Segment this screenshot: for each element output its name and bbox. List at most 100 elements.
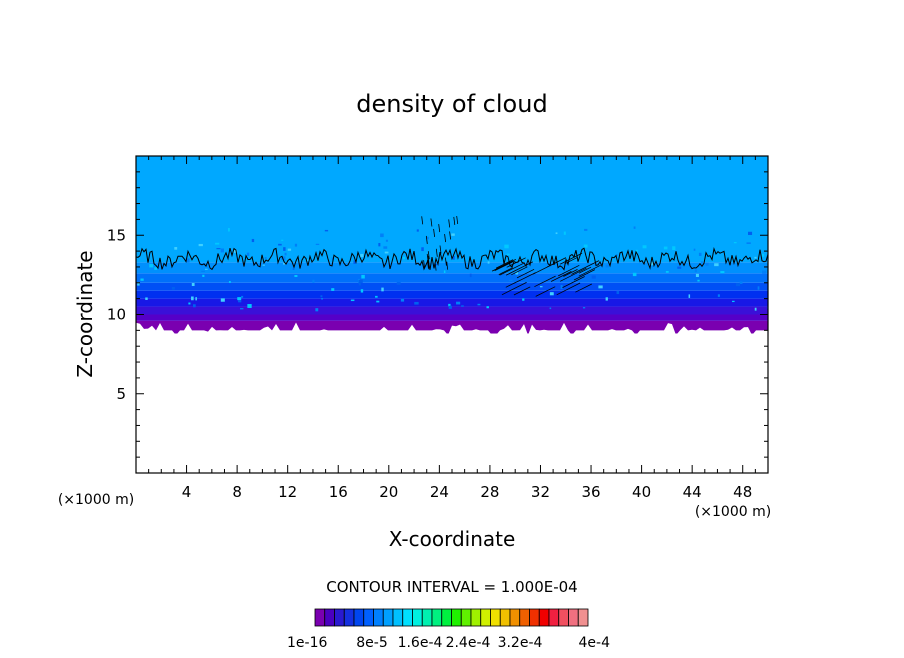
speckle (145, 297, 148, 300)
speckle (287, 248, 292, 251)
speckle (192, 304, 196, 308)
speckle (202, 274, 205, 277)
speckle (383, 246, 388, 249)
speckle (204, 268, 208, 270)
speckle (378, 242, 381, 247)
speckle (451, 233, 455, 236)
speckle (353, 260, 356, 264)
speckle (443, 270, 446, 274)
speckle (220, 298, 225, 302)
speckle (281, 239, 284, 241)
speckle (582, 307, 586, 309)
speckle (324, 229, 329, 232)
speckle (191, 296, 194, 301)
colorbar-cell (548, 608, 560, 627)
speckle (448, 303, 451, 307)
colorbar-cell (470, 608, 482, 627)
speckle (615, 254, 618, 257)
colorbar-cell (314, 608, 326, 627)
colorbar-cell (558, 608, 569, 627)
speckle (385, 239, 388, 242)
colorbar-cell (382, 608, 394, 627)
speckle (633, 226, 636, 229)
colorbar-label: 1.6e-4 (398, 635, 443, 651)
speckle (452, 256, 455, 260)
x-tick-label: 36 (581, 483, 600, 501)
colorbar-cell (538, 608, 550, 627)
speckle (191, 283, 195, 287)
contour-band-6 (136, 273, 768, 283)
x-tick-label: 16 (329, 483, 348, 501)
speckle (292, 268, 295, 270)
y-axis-ticks: 5 10 15 (107, 171, 768, 458)
speckle (632, 272, 637, 277)
speckle (262, 264, 265, 266)
x-tick-label: 40 (632, 483, 651, 501)
speckle (315, 308, 319, 312)
speckle (185, 258, 190, 263)
speckle (174, 247, 178, 250)
speckle (195, 297, 197, 301)
speckle (427, 236, 429, 240)
speckle (220, 248, 224, 253)
speckle (228, 281, 231, 284)
colorbar-cell (363, 608, 374, 627)
speckle (361, 274, 365, 279)
speckle (264, 257, 267, 259)
speckle (701, 261, 703, 263)
speckle (714, 263, 719, 267)
x-tick-label: 12 (278, 483, 297, 501)
speckle (396, 282, 401, 285)
speckle (735, 283, 741, 287)
x-tick-label: 8 (232, 483, 242, 501)
speckle (720, 271, 725, 274)
speckle (198, 243, 203, 247)
colorbar-labels: 1e-16 8e-5 1.6e-4 2.4e-4 3.2e-4 4e-4 (287, 635, 610, 651)
cloud-base-edge (136, 322, 768, 473)
contour-band-8 (136, 156, 768, 263)
contour-band-2 (136, 306, 768, 315)
speckle (380, 233, 384, 238)
x-tick-label: 24 (430, 483, 449, 501)
colorbar-label: 4e-4 (579, 635, 611, 651)
x-tick-label: 32 (531, 483, 550, 501)
speckle (616, 290, 620, 295)
speckle (228, 228, 230, 232)
speckle (549, 292, 554, 296)
speckle (321, 297, 324, 300)
speckle (522, 298, 525, 301)
speckle (384, 251, 389, 254)
x-axis-label: X-coordinate (389, 527, 516, 551)
speckle (215, 242, 220, 245)
speckle (748, 231, 753, 236)
speckle (733, 242, 737, 244)
colorbar-cell (431, 608, 443, 627)
speckle (754, 256, 757, 259)
speckle (746, 242, 751, 245)
speckle (555, 232, 558, 235)
colorbar-cell (373, 608, 384, 627)
speckle (137, 282, 140, 286)
speckle (509, 279, 513, 281)
speckle (421, 247, 424, 252)
speckle (695, 273, 699, 278)
speckle (651, 261, 654, 266)
contour-interval-label: CONTOUR INTERVAL = 1.000E-04 (326, 578, 577, 596)
colorbar-cell (519, 608, 530, 627)
speckle (402, 256, 406, 260)
x-tick-label: 20 (379, 483, 398, 501)
speckle (247, 304, 252, 308)
speckle (717, 294, 720, 297)
colorbar-cell (334, 608, 345, 627)
y-tick-label: 10 (107, 306, 126, 324)
speckle (605, 264, 609, 268)
y-tick-label: 5 (116, 385, 126, 403)
speckle (312, 279, 315, 283)
speckle (360, 289, 364, 293)
speckle (732, 300, 735, 303)
speckle (188, 302, 191, 305)
speckle (240, 308, 244, 310)
speckle (201, 270, 206, 272)
speckle (694, 269, 697, 273)
